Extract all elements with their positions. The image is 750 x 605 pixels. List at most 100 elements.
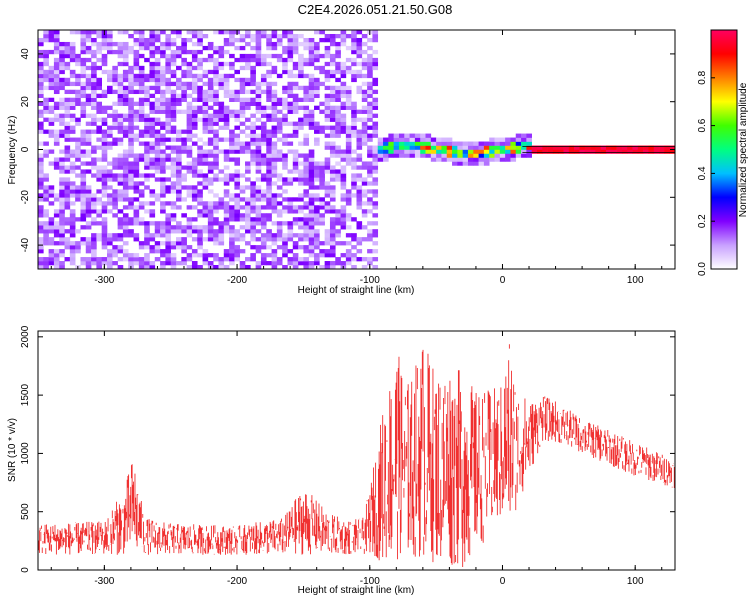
spectrogram-cell bbox=[250, 229, 256, 234]
spectrogram-cell bbox=[314, 105, 320, 110]
spectrogram-cell bbox=[144, 221, 150, 226]
spectrogram-cell bbox=[324, 77, 331, 83]
spectrogram-cell bbox=[165, 189, 172, 194]
spectrogram-cell bbox=[96, 165, 102, 170]
spectrogram-cell bbox=[329, 229, 336, 234]
spectrogram-cell bbox=[69, 41, 76, 47]
spectrogram-cell bbox=[176, 133, 182, 138]
spectrogram-cell bbox=[207, 141, 214, 146]
spectrogram-cell bbox=[436, 157, 442, 162]
spectrogram-cell bbox=[420, 133, 426, 138]
spectrogram-cell bbox=[298, 169, 304, 174]
spectrogram-cell bbox=[282, 33, 288, 39]
spectrogram-cell bbox=[197, 245, 203, 250]
spectrogram-cell bbox=[149, 245, 156, 250]
spectrogram-cell bbox=[107, 249, 113, 254]
spectrogram-cell bbox=[144, 225, 150, 230]
spectrogram-cell bbox=[170, 165, 177, 170]
spectrogram-cell bbox=[197, 57, 203, 63]
spectrogram-cell bbox=[170, 37, 177, 43]
spectrogram-cell bbox=[170, 257, 177, 262]
spectrogram-cell bbox=[48, 241, 55, 246]
spectrogram-cell bbox=[234, 201, 241, 206]
spectrogram-cell bbox=[91, 113, 97, 118]
spectrogram-cell bbox=[383, 153, 389, 158]
spectrogram-cell bbox=[48, 117, 55, 122]
spectrogram-cell bbox=[308, 157, 315, 162]
spectrogram-cell bbox=[213, 201, 219, 206]
spectrogram-cell bbox=[298, 125, 304, 130]
spectrogram-cell bbox=[351, 161, 357, 166]
spectrogram-cell bbox=[85, 197, 92, 202]
spectrogram-cell bbox=[245, 89, 251, 95]
colorbar-tick-label: 0.6 bbox=[697, 118, 708, 132]
spectrogram-cell bbox=[160, 209, 166, 214]
spectrogram-cell bbox=[377, 157, 384, 162]
spectrogram-cell bbox=[335, 161, 341, 166]
spectrogram-cell bbox=[335, 221, 341, 226]
spectrogram-cell bbox=[207, 181, 214, 186]
spectrogram-cell bbox=[144, 57, 150, 63]
spectrogram-cell bbox=[308, 121, 315, 126]
spectrogram-cell bbox=[138, 53, 145, 59]
spectrogram-cell bbox=[48, 217, 55, 222]
spectrogram-cell bbox=[202, 181, 209, 186]
spectrogram-cell bbox=[48, 129, 55, 134]
spectrogram-cell bbox=[64, 169, 71, 174]
spectrogram-cell bbox=[133, 189, 140, 194]
spectrogram-cell bbox=[361, 209, 368, 214]
spectrogram-cell bbox=[308, 149, 315, 154]
spectrogram-cell bbox=[324, 93, 331, 99]
spectrogram-cell bbox=[69, 253, 76, 258]
spectrogram-cell bbox=[165, 253, 172, 258]
spectrogram-cell bbox=[276, 53, 283, 59]
spectrogram-cell bbox=[367, 229, 373, 234]
spectrogram-cell bbox=[48, 73, 55, 79]
spectrogram-cell bbox=[298, 261, 304, 266]
spectrogram-cell bbox=[144, 261, 150, 266]
spectrogram-cell bbox=[107, 233, 113, 238]
spectrogram-cell bbox=[282, 177, 288, 182]
spectrogram-cell bbox=[117, 181, 124, 186]
spectrogram-cell bbox=[483, 145, 490, 150]
spectrogram-cell bbox=[223, 30, 230, 35]
spectrogram-cell bbox=[234, 237, 241, 242]
spectrogram-cell bbox=[308, 245, 315, 250]
spectrogram-cell bbox=[191, 121, 198, 126]
spectrogram-cell bbox=[69, 73, 76, 79]
spectrogram-cell bbox=[43, 225, 49, 230]
spectrogram-cell bbox=[372, 65, 379, 71]
spectrogram-cell bbox=[319, 125, 325, 130]
spectrogram-cell bbox=[234, 89, 241, 95]
spectrogram-cell bbox=[197, 233, 203, 238]
spectrogram-cell bbox=[91, 237, 97, 242]
spectrogram-cell bbox=[85, 205, 92, 210]
spectrogram-cell bbox=[59, 133, 65, 138]
spectrogram-cell bbox=[85, 161, 92, 166]
spectrogram-cell bbox=[160, 65, 166, 71]
spectrogram-cell bbox=[245, 133, 251, 138]
spectrogram-cell bbox=[107, 197, 113, 202]
spectrogram-cell bbox=[223, 73, 230, 79]
spectrogram-cell bbox=[425, 145, 432, 150]
spectrogram-cell bbox=[181, 37, 187, 43]
spectrogram-cell bbox=[133, 237, 140, 242]
spectrogram-cell bbox=[53, 265, 60, 269]
spectrogram-cell bbox=[356, 53, 363, 59]
spectrogram-cell bbox=[43, 221, 49, 226]
spectrogram-cell bbox=[356, 45, 363, 51]
snr-y-tick-label: 1000 bbox=[20, 442, 31, 465]
spectrogram-cell bbox=[165, 85, 172, 91]
spectrogram-cell bbox=[245, 125, 251, 130]
spectrogram-cell bbox=[122, 185, 129, 190]
spectrogram-cell bbox=[521, 149, 527, 154]
spectrogram-cell bbox=[271, 197, 278, 202]
spectrogram-cell bbox=[112, 89, 118, 95]
spectrogram-cell bbox=[59, 85, 65, 91]
spectrogram-cell bbox=[191, 205, 198, 210]
spectrogram-cell bbox=[245, 30, 251, 35]
spectrogram-cell bbox=[101, 69, 108, 75]
spectrogram-cell bbox=[176, 189, 182, 194]
spectrogram-cell bbox=[149, 189, 156, 194]
spectrogram-cell bbox=[154, 73, 161, 79]
